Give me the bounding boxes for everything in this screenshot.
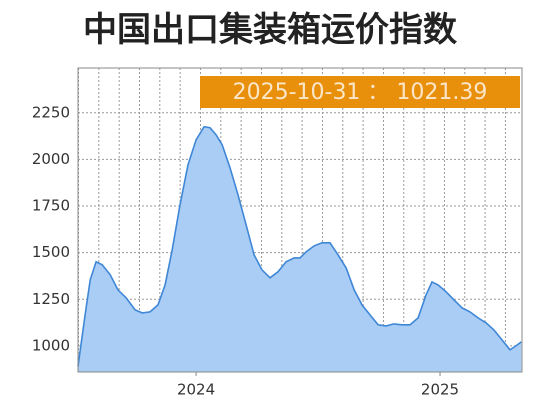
chart-title: 中国出口集装箱运价指数 <box>83 10 457 50</box>
y-tick-label: 2250 <box>32 103 70 121</box>
x-tick-label: 2024 <box>177 381 215 399</box>
line <box>77 125 522 367</box>
y-tick-label: 1000 <box>32 336 70 354</box>
y-tick-label: 1500 <box>32 243 70 261</box>
x-tick-label: 2025 <box>421 381 459 399</box>
y-tick-label: 2000 <box>32 150 70 168</box>
annotation-box <box>200 76 520 108</box>
y-tick-label: 1250 <box>32 290 70 308</box>
y-tick-label: 1750 <box>32 197 70 215</box>
annotation: 2025-10-31 ： 1021.39 <box>233 80 488 105</box>
plot-frame <box>77 67 523 373</box>
plot <box>77 112 522 372</box>
area <box>78 126 522 372</box>
